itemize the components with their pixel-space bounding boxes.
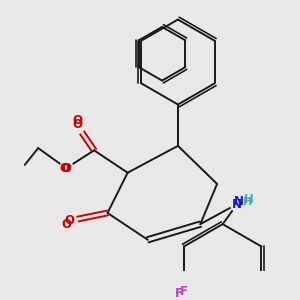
Text: O: O: [72, 118, 82, 131]
Text: H: H: [244, 193, 254, 206]
Text: O: O: [60, 162, 70, 175]
Text: O: O: [61, 162, 71, 175]
Text: F: F: [175, 287, 183, 300]
Text: O: O: [72, 114, 82, 128]
Text: O: O: [62, 218, 72, 231]
Text: N: N: [232, 197, 242, 211]
Text: H: H: [243, 197, 252, 207]
Text: N: N: [233, 195, 244, 208]
Text: F: F: [180, 285, 188, 298]
Text: O: O: [64, 214, 74, 227]
